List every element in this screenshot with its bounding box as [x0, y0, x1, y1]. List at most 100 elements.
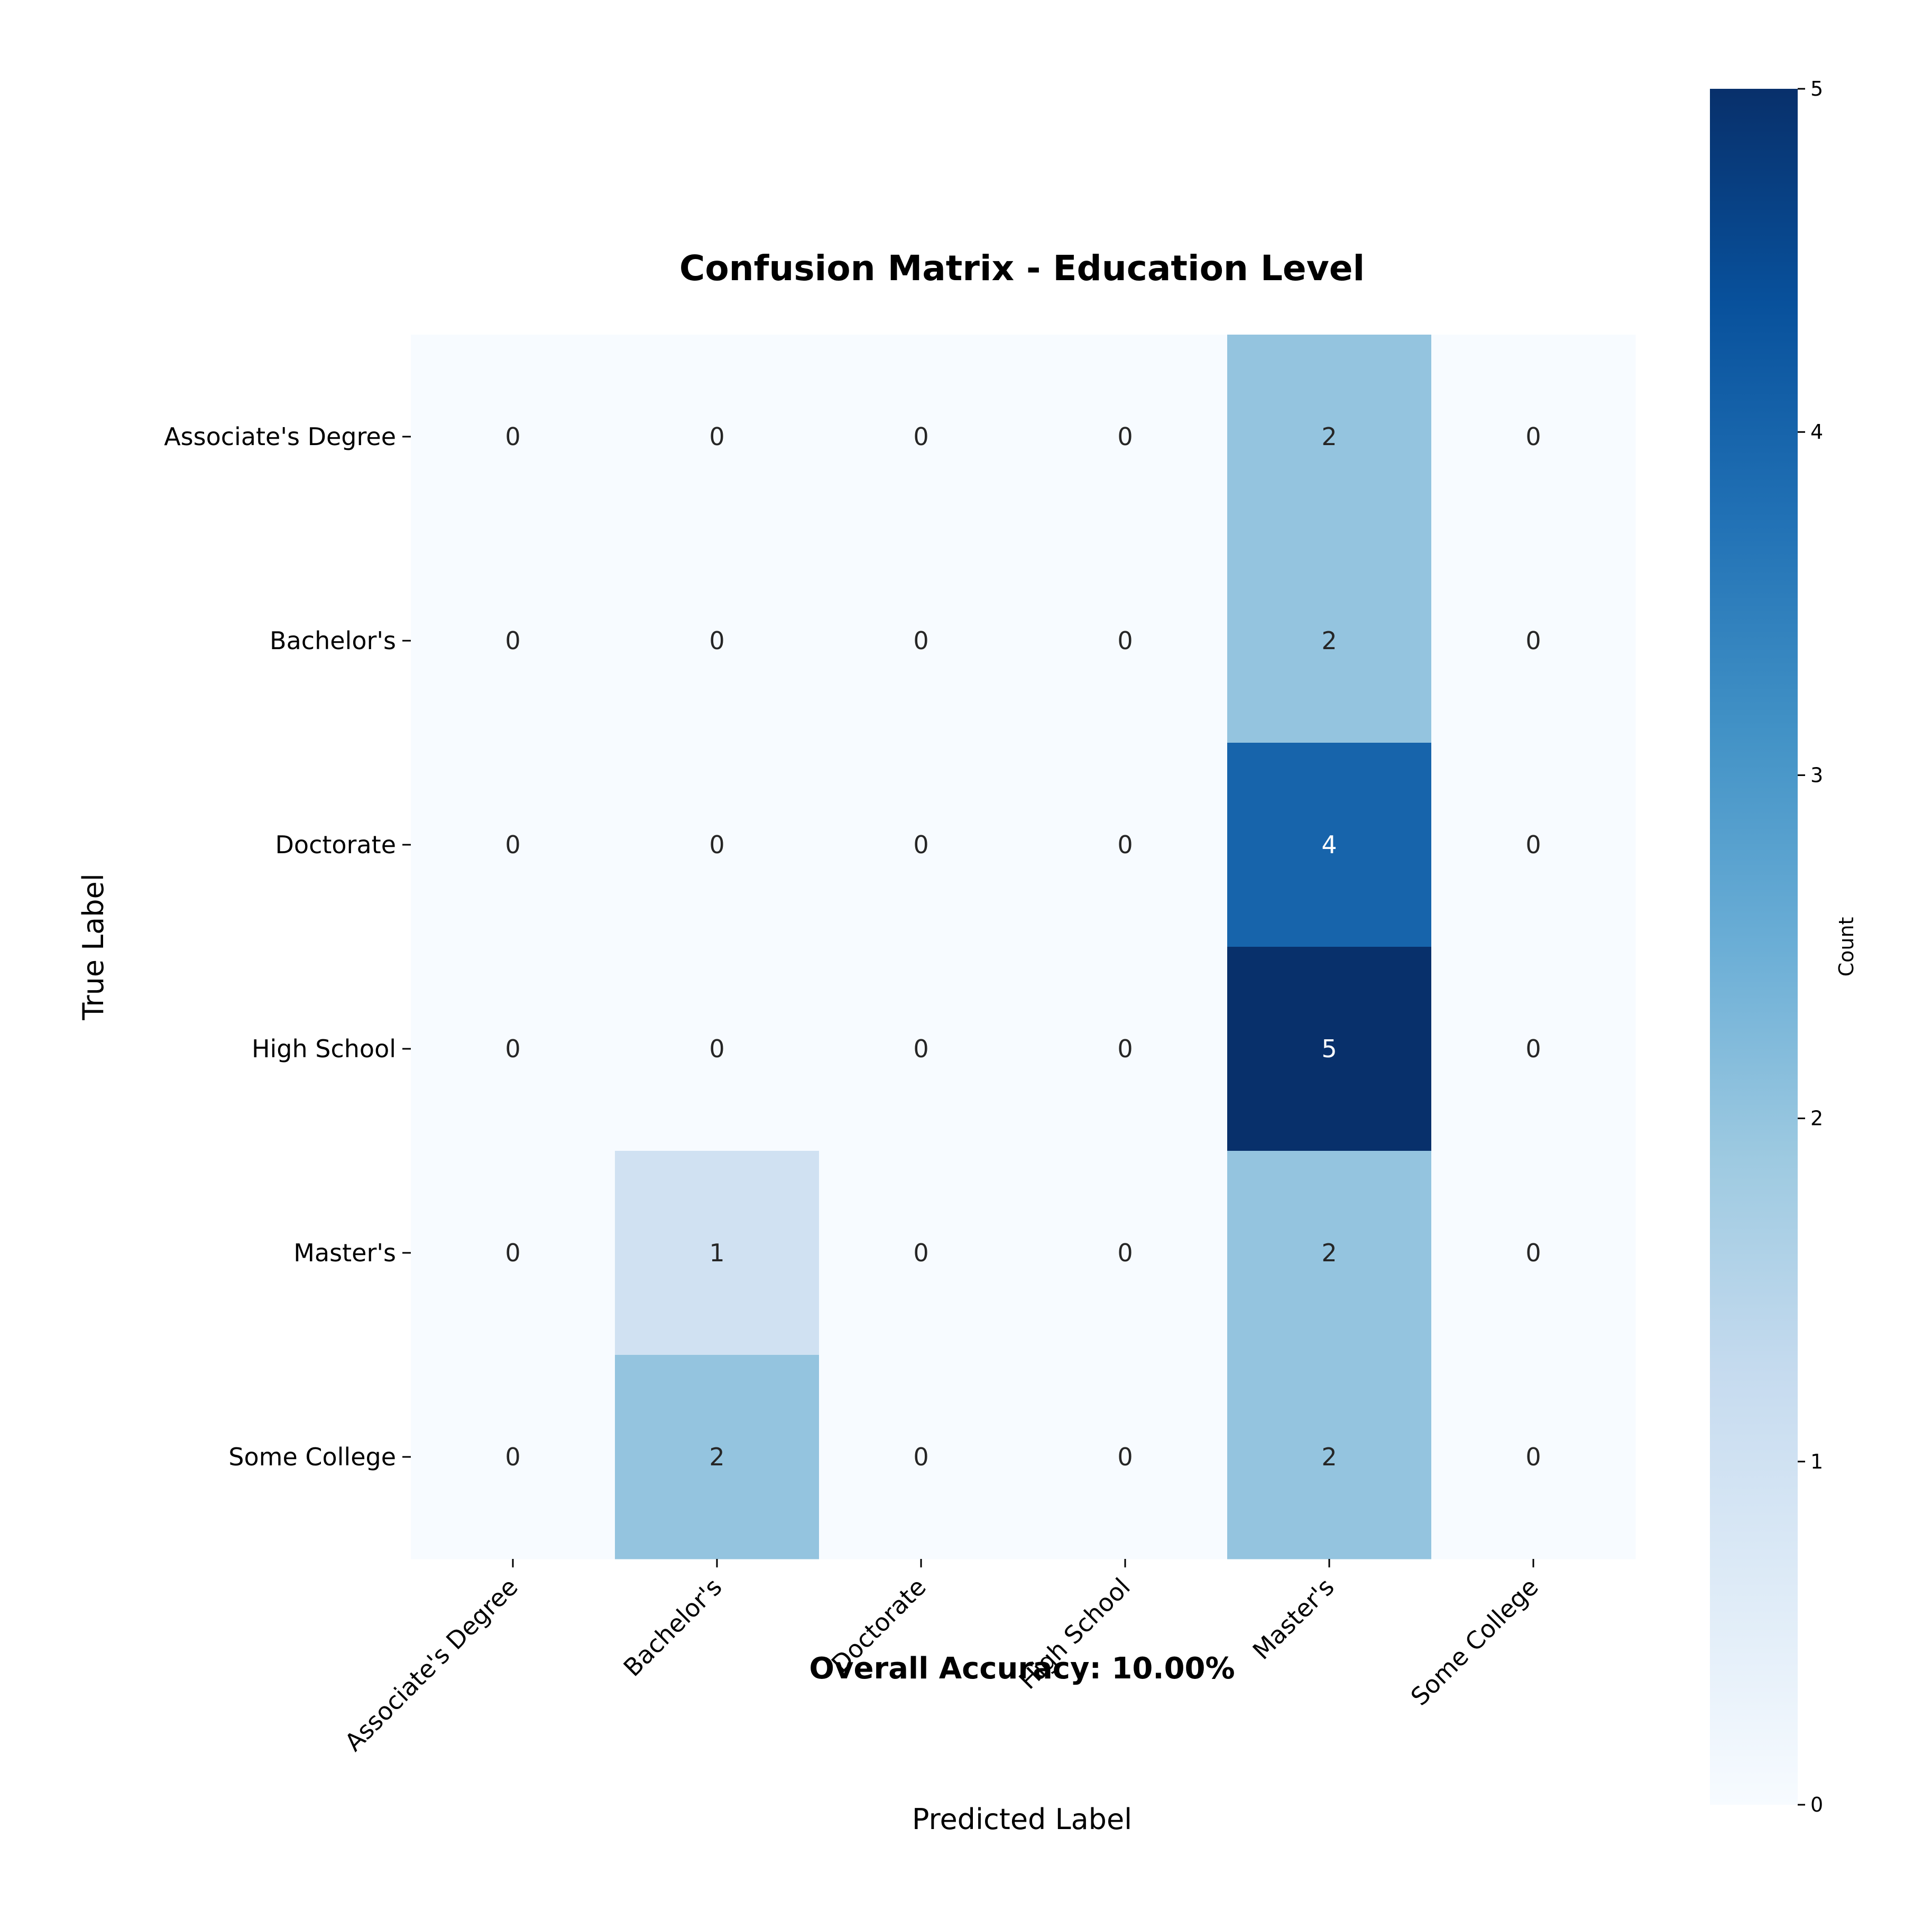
heatmap-cell — [819, 1151, 1024, 1355]
heatmap-cells — [411, 335, 1636, 1559]
cell-value-label: 0 — [913, 1443, 928, 1471]
cell-value-label: 0 — [913, 1239, 928, 1267]
x-tick-label: Associate's Degree — [339, 1573, 523, 1757]
cell-value-label: 0 — [505, 422, 520, 451]
heatmap-cell — [1227, 743, 1432, 947]
cell-value-label: 0 — [709, 626, 724, 655]
colorbar-label: Count — [1835, 917, 1858, 977]
cell-value-label: 0 — [913, 1035, 928, 1063]
cell-value-label: 0 — [1117, 1035, 1133, 1063]
cell-value-label: 0 — [1525, 830, 1541, 859]
heatmap-cell — [819, 1355, 1024, 1559]
cell-value-label: 0 — [1525, 1035, 1541, 1063]
cell-value-label: 0 — [1525, 626, 1541, 655]
cell-value-label: 1 — [709, 1239, 724, 1267]
heatmap-cell — [1227, 947, 1432, 1151]
heatmap-cell — [411, 335, 615, 539]
cell-value-label: 0 — [1117, 626, 1133, 655]
heatmap-cell — [411, 743, 615, 947]
cell-value-label: 0 — [505, 1239, 520, 1267]
cell-value-label: 2 — [1321, 1443, 1337, 1471]
y-tick-label: Bachelor's — [270, 626, 396, 655]
cell-value-label: 0 — [505, 830, 520, 859]
cell-value-label: 0 — [913, 422, 928, 451]
x-tick-label: Some College — [1405, 1573, 1544, 1711]
cell-value-label: 0 — [505, 1443, 520, 1471]
x-tick-label: Bachelor's — [618, 1573, 728, 1682]
cell-value-label: 0 — [1525, 1443, 1541, 1471]
heatmap-cell — [411, 1151, 615, 1355]
cell-value-label: 5 — [1321, 1035, 1337, 1063]
cell-value-label: 0 — [913, 626, 928, 655]
heatmap-cell — [1431, 539, 1636, 743]
heatmap-cell — [1227, 539, 1432, 743]
cell-value-label: 0 — [1117, 830, 1133, 859]
colorbar-tick-label: 5 — [1810, 77, 1823, 100]
y-tick-label: Some College — [228, 1443, 396, 1471]
heatmap-cell — [1431, 947, 1636, 1151]
heatmap-cell — [615, 947, 820, 1151]
heatmap-cell — [1227, 1355, 1432, 1559]
colorbar-tick-label: 2 — [1810, 1107, 1823, 1130]
chart-title: Confusion Matrix - Education Level — [679, 248, 1365, 289]
x-axis-label: Predicted Label — [912, 1803, 1132, 1836]
heatmap-cell — [1023, 743, 1228, 947]
heatmap-cell — [819, 743, 1024, 947]
heatmap-cell — [1023, 1151, 1228, 1355]
colorbar-gradient — [1710, 89, 1798, 1805]
colorbar-tick-label: 3 — [1810, 763, 1823, 787]
colorbar-tick-label: 0 — [1810, 1793, 1823, 1816]
heatmap-cell — [615, 539, 820, 743]
heatmap-cell — [615, 743, 820, 947]
colorbar-ticks: 0 1 2 3 4 5 — [1798, 77, 1823, 1816]
heatmap-cell — [411, 1355, 615, 1559]
heatmap-cell — [1023, 539, 1228, 743]
heatmap-cell — [1023, 335, 1228, 539]
heatmap-cell — [1431, 335, 1636, 539]
y-axis-ticks: Associate's Degree Bachelor's Doctorate Hig… — [164, 422, 411, 1471]
cell-value-label: 0 — [1525, 1239, 1541, 1267]
colorbar-tick-label: 4 — [1810, 420, 1823, 444]
heatmap-cell — [1431, 1151, 1636, 1355]
y-axis-label: True Label — [77, 873, 110, 1021]
colorbar-tick-label: 1 — [1810, 1450, 1823, 1473]
heatmap-cell-labels: 0 0 0 0 2 0 0 0 0 0 2 0 0 0 0 0 4 0 0 0 0 0 5 0 0 1 0 0 2 0 0 2 0 0 2 0 — [505, 422, 1541, 1471]
heatmap-cell — [1431, 1355, 1636, 1559]
cell-value-label: 0 — [913, 830, 928, 859]
x-tick-label: Master's — [1247, 1573, 1340, 1665]
cell-value-label: 2 — [1321, 422, 1337, 451]
cell-value-label: 0 — [709, 422, 724, 451]
heatmap-cell — [411, 539, 615, 743]
cell-value-label: 0 — [505, 1035, 520, 1063]
heatmap-cell — [1023, 1355, 1228, 1559]
cell-value-label: 0 — [505, 626, 520, 655]
heatmap-cell — [615, 335, 820, 539]
heatmap-cell — [1227, 1151, 1432, 1355]
heatmap-cell — [615, 1151, 820, 1355]
cell-value-label: 0 — [1117, 1239, 1133, 1267]
cell-value-label: 2 — [1321, 1239, 1337, 1267]
colorbar: 0 1 2 3 4 5 Count — [1710, 77, 1858, 1816]
heatmap-cell — [411, 947, 615, 1151]
cell-value-label: 2 — [1321, 626, 1337, 655]
cell-value-label: 0 — [709, 1035, 724, 1063]
accuracy-annotation: Overall Accuracy: 10.00% — [809, 1651, 1235, 1686]
cell-value-label: 0 — [709, 830, 724, 859]
y-tick-label: Master's — [293, 1239, 396, 1267]
heatmap-cell — [615, 1355, 820, 1559]
cell-value-label: 0 — [1117, 1443, 1133, 1471]
heatmap-cell — [819, 947, 1024, 1151]
heatmap-cell — [819, 539, 1024, 743]
cell-value-label: 2 — [709, 1443, 724, 1471]
y-tick-label: Associate's Degree — [164, 422, 396, 451]
cell-value-label: 0 — [1525, 422, 1541, 451]
heatmap-cell — [819, 335, 1024, 539]
cell-value-label: 4 — [1321, 830, 1337, 859]
cell-value-label: 0 — [1117, 422, 1133, 451]
heatmap-cell — [1227, 335, 1432, 539]
heatmap-cell — [1023, 947, 1228, 1151]
y-tick-label: High School — [252, 1035, 396, 1063]
y-tick-label: Doctorate — [275, 830, 396, 859]
